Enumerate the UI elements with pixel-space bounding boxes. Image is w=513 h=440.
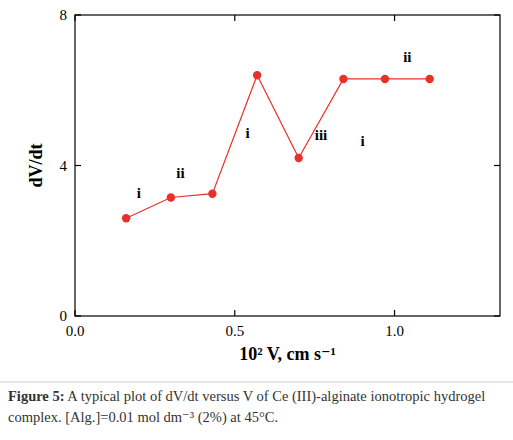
caption-rule — [0, 382, 513, 383]
y-tick-right — [494, 14, 500, 15]
caption: Figure 5: A typical plot of dV/dt versus… — [8, 386, 508, 428]
x-tick — [394, 310, 395, 316]
annotation: ii — [176, 165, 184, 181]
y-tick — [75, 165, 81, 166]
chart-root: 0.00.51.004810² V, cm s⁻¹dV/dtiiiiiiiiii — [0, 0, 513, 440]
data-point — [294, 154, 302, 162]
y-tick — [75, 315, 81, 316]
y-tick-label: 8 — [60, 7, 68, 23]
data-point — [167, 193, 175, 201]
x-tick — [74, 310, 75, 316]
x-tick — [234, 310, 235, 316]
caption-text: A typical plot of dV/dt versus V of Ce (… — [8, 388, 485, 425]
y-tick — [75, 14, 81, 15]
data-point — [208, 190, 216, 198]
x-tick-label: 1.0 — [385, 323, 404, 339]
data-line — [126, 75, 430, 218]
annotation: i — [361, 133, 365, 149]
x-tick-top — [234, 15, 235, 21]
annotation: iii — [315, 127, 328, 143]
plot-frame — [75, 15, 500, 316]
data-point — [425, 75, 433, 83]
annotation: i — [137, 185, 141, 201]
x-axis-label: 10² V, cm s⁻¹ — [239, 344, 336, 364]
data-point — [339, 75, 347, 83]
x-tick-label: 0.5 — [225, 323, 244, 339]
y-axis-label: dV/dt — [26, 143, 46, 187]
y-tick-right — [494, 315, 500, 316]
y-tick-label: 0 — [60, 308, 68, 324]
annotation: ii — [403, 49, 411, 65]
plot-area — [122, 71, 434, 222]
x-tick-top — [394, 15, 395, 21]
data-point — [253, 71, 261, 79]
data-point — [381, 75, 389, 83]
caption-label: Figure 5: — [8, 388, 65, 404]
y-tick-right — [494, 165, 500, 166]
annotation: i — [245, 125, 249, 141]
x-tick-top — [74, 15, 75, 21]
y-tick-label: 4 — [60, 158, 68, 174]
x-tick-label: 0.0 — [66, 323, 85, 339]
chart: 0.00.51.004810² V, cm s⁻¹dV/dtiiiiiiiiii — [0, 0, 513, 440]
data-point — [122, 214, 130, 222]
